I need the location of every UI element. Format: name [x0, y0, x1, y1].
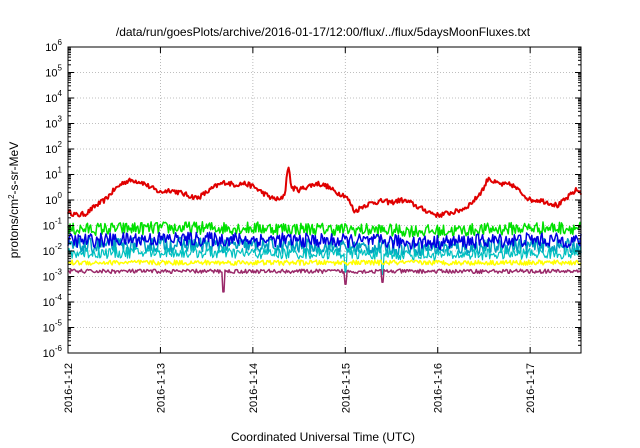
y-tick-label-exp: 5 — [58, 64, 63, 73]
chart-title: /data/run/goesPlots/archive/2016-01-17/1… — [116, 25, 531, 39]
y-tick-label: 10-2 — [43, 242, 63, 258]
y-tick-label-base: 10 — [43, 246, 55, 258]
y-tick-label-base: 10 — [43, 272, 55, 284]
y-tick-labels: 10-610-510-410-310-210-11001011021031041… — [43, 38, 63, 360]
y-axis-label-sup: 2 — [7, 194, 16, 199]
y-tick-label-exp: 6 — [58, 38, 63, 47]
x-tick-labels: 2016-1-12 2016-1-13 2016-1-14 2016-1-15 2016… — [63, 363, 537, 413]
y-tick-label-base: 10 — [43, 221, 55, 233]
x-tick-label: 2016-1-15 — [340, 363, 352, 413]
y-tick-label-base: 10 — [45, 144, 57, 156]
series-line-0 — [67, 166, 582, 218]
y-tick-label-exp: 3 — [58, 115, 63, 124]
series-line-4 — [67, 246, 582, 276]
y-tick-label-exp: -5 — [55, 319, 63, 328]
y-tick-label-base: 10 — [45, 119, 57, 131]
y-tick-label-exp: -6 — [55, 344, 63, 353]
y-tick-label: 10-4 — [43, 293, 63, 309]
series-line-6 — [67, 268, 582, 293]
series-line-2 — [67, 236, 582, 257]
y-tick-label-exp: -2 — [55, 242, 63, 251]
y-tick-label: 105 — [45, 64, 62, 80]
y-tick-label: 10-5 — [43, 319, 63, 335]
y-tick-label-base: 10 — [43, 348, 55, 360]
y-tick-label-base: 10 — [43, 323, 55, 335]
y-tick-label-exp: -1 — [55, 217, 63, 226]
x-tick-label: 2016-1-13 — [155, 363, 167, 413]
y-axis-label: protons/cm2-s-sr-MeV — [7, 142, 22, 258]
y-tick-label-base: 10 — [45, 42, 57, 54]
y-tick-label-base: 10 — [45, 93, 57, 105]
x-tick-label: 2016-1-12 — [63, 363, 75, 413]
y-tick-label: 106 — [45, 38, 62, 54]
x-tick-label: 2016-1-17 — [525, 363, 537, 413]
y-axis-label-base: protons/cm — [7, 199, 21, 258]
x-axis-label: Coordinated Universal Time (UTC) — [231, 430, 415, 444]
y-tick-label: 101 — [45, 166, 62, 182]
y-tick-label-base: 10 — [43, 297, 55, 309]
y-tick-label: 10-6 — [43, 344, 63, 360]
y-tick-label-exp: -3 — [55, 268, 63, 277]
y-tick-label-exp: 0 — [58, 191, 63, 200]
y-tick-label: 102 — [45, 140, 62, 156]
y-tick-label-exp: -4 — [55, 293, 63, 302]
y-tick-label-base: 10 — [45, 68, 57, 80]
series-layer — [67, 166, 582, 293]
plot-frame — [67, 46, 582, 354]
ticks — [67, 46, 581, 354]
y-tick-label-base: 10 — [45, 195, 57, 207]
y-tick-label: 103 — [45, 115, 62, 131]
y-tick-label: 10-1 — [43, 217, 63, 233]
series-line-1 — [67, 221, 582, 239]
y-tick-label: 10-3 — [43, 268, 63, 284]
x-tick-label: 2016-1-14 — [248, 363, 260, 413]
x-tick-label: 2016-1-16 — [433, 363, 445, 413]
y-tick-label-exp: 1 — [58, 166, 63, 175]
y-tick-label: 104 — [45, 89, 62, 105]
series-line-5 — [67, 259, 582, 266]
grid — [68, 47, 581, 353]
y-tick-label-base: 10 — [45, 170, 57, 182]
y-tick-label-exp: 2 — [58, 140, 63, 149]
y-axis-label-rest: -s-sr-MeV — [7, 142, 21, 195]
y-tick-label: 100 — [45, 191, 62, 207]
y-tick-label-exp: 4 — [58, 89, 63, 98]
series-line-3 — [67, 231, 582, 250]
